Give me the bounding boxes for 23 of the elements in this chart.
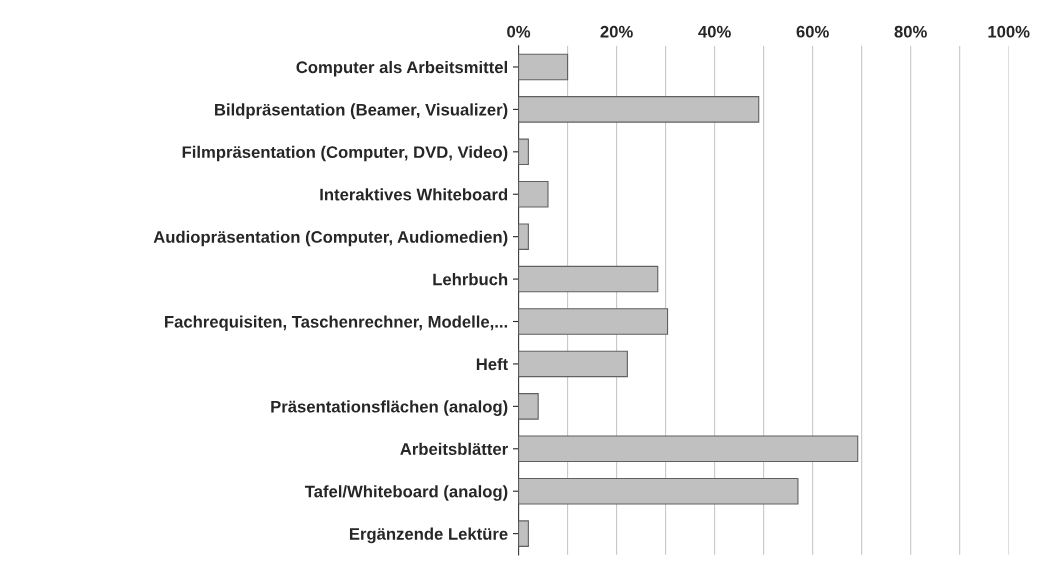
x-tick-label: 40% — [698, 25, 731, 38]
bar — [518, 393, 539, 420]
y-tick-label: Präsentationsflächen (analog) — [271, 400, 508, 416]
x-tick-label: 0% — [507, 25, 531, 38]
y-tick-label: Interaktives Whiteboard — [320, 188, 508, 201]
y-tick-label: Tafel/Whiteboard (analog) — [304, 485, 508, 501]
x-tick-label: 20% — [600, 25, 633, 38]
y-tick-label: Fachrequisiten, Taschenrechner, Modelle,... — [165, 315, 508, 332]
bar — [518, 223, 529, 250]
y-tick-label: Ergänzende Lektüre — [349, 527, 508, 544]
bar — [518, 138, 529, 166]
y-tick-label: Computer als Arbeitsmittel — [296, 60, 507, 77]
y-tick-label: Arbeitsblätter — [400, 442, 508, 455]
y-tick-label: Bildpräsentation (Beamer, Visualizer) — [215, 103, 508, 119]
x-tick-label: 80% — [894, 25, 927, 38]
y-tick-label: Heft — [476, 357, 508, 371]
bar — [518, 520, 529, 547]
y-tick-label: Filmpräsentation (Computer, DVD, Video) — [182, 145, 508, 162]
y-tick-label: Audiopräsentation (Computer, Audiomedien) — [153, 230, 508, 247]
y-tick-label: Lehrbuch — [433, 273, 508, 286]
x-tick-label: 60% — [796, 25, 829, 38]
x-tick-label: 100% — [988, 25, 1030, 38]
bar — [518, 180, 549, 208]
